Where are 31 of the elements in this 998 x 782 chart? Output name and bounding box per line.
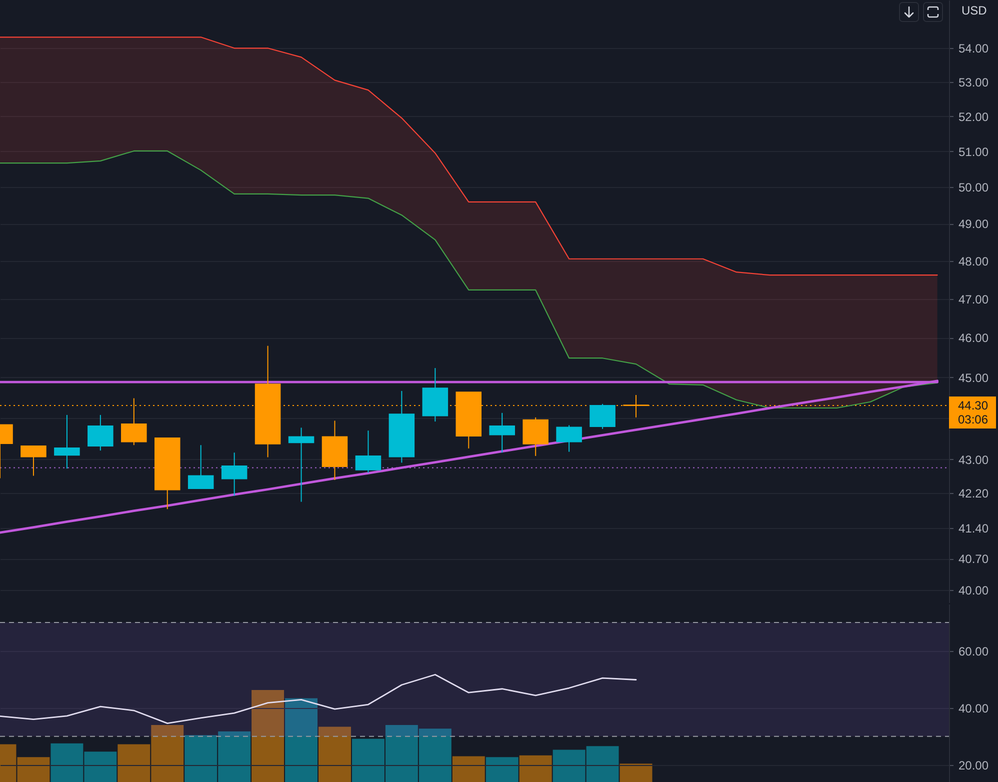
y-tick-label: 54.00 — [958, 42, 989, 56]
y-tick-label: 40.00 — [958, 583, 989, 598]
y-tick-label: 41.40 — [958, 521, 989, 536]
y-tick-label: 53.00 — [958, 75, 989, 90]
y-tick-label: 42.20 — [958, 486, 989, 501]
y-tick-label: 51.00 — [958, 144, 989, 159]
line-series — [0, 674, 637, 724]
y-tick-label: 60.00 — [958, 644, 989, 658]
bar — [318, 726, 351, 782]
candlestick — [288, 427, 314, 502]
bar — [452, 756, 485, 782]
y-tick-label: 40.70 — [958, 552, 989, 566]
y-tick-label: 46.00 — [958, 331, 989, 346]
bar — [285, 698, 318, 782]
y-tick-label: 50.00 — [958, 180, 989, 195]
bar — [252, 690, 284, 782]
y-tick-label: 49.00 — [958, 217, 989, 232]
bar — [620, 764, 652, 782]
ref-line-label: 44.30 — [958, 398, 988, 413]
y-tick-label: 47.00 — [958, 292, 989, 306]
y-tick-label: 43.00 — [958, 452, 989, 467]
y-tick-label: 45.00 — [958, 370, 989, 385]
y-tick-label: 40.00 — [958, 701, 989, 716]
text: 03:06 — [958, 412, 988, 427]
line-series — [0, 36, 938, 276]
y-tick-label: 52.00 — [958, 110, 989, 124]
bar — [486, 757, 518, 782]
y-tick-label: 48.00 — [958, 254, 989, 268]
bar — [519, 755, 552, 782]
y-axis-title: USD — [962, 4, 988, 18]
y-tick-label: 20.00 — [958, 758, 989, 772]
